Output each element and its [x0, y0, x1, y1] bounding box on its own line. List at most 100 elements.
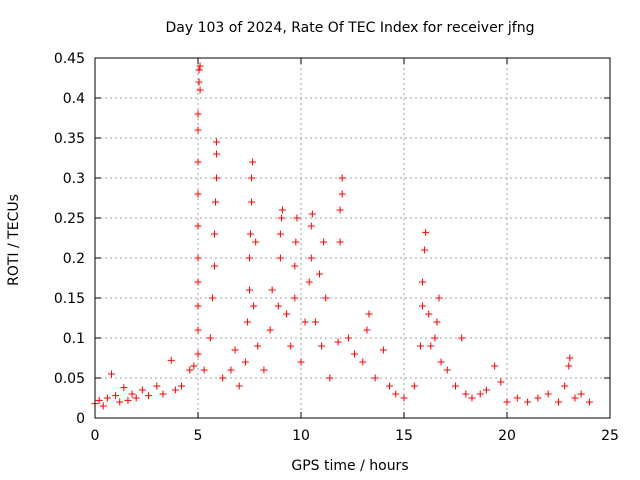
data-point: [566, 354, 574, 362]
x-tick-label: 5: [194, 428, 203, 444]
data-point: [326, 374, 334, 382]
data-point: [266, 326, 274, 334]
data-point: [194, 326, 202, 334]
data-point: [491, 362, 499, 370]
data-point: [195, 78, 203, 86]
data-point: [260, 366, 268, 374]
data-point: [452, 382, 459, 390]
data-point: [555, 398, 562, 406]
data-point: [497, 378, 505, 386]
data-point: [277, 214, 285, 222]
data-point: [311, 318, 319, 326]
plot-frame: [94, 57, 611, 419]
data-point: [120, 384, 128, 392]
data-point: [210, 230, 218, 238]
data-point: [132, 394, 140, 402]
data-point: [422, 228, 430, 236]
data-point: [338, 190, 346, 198]
y-tick-label: 0.3: [63, 171, 85, 187]
data-point: [585, 398, 593, 406]
data-point: [194, 158, 202, 166]
data-point: [99, 402, 107, 410]
data-point: [386, 382, 394, 390]
data-point: [462, 390, 470, 398]
data-point: [359, 358, 367, 366]
x-tick-label: 10: [292, 428, 310, 444]
data-point: [338, 174, 346, 182]
data-point: [363, 326, 371, 334]
data-point: [416, 342, 424, 350]
data-point: [194, 278, 202, 286]
data-point: [276, 254, 284, 262]
y-tick-label: 0.15: [54, 291, 85, 307]
data-point: [458, 334, 466, 342]
data-point: [365, 310, 373, 318]
y-tick-label: 0.2: [63, 251, 85, 267]
data-point: [208, 294, 216, 302]
data-point: [235, 382, 243, 390]
data-point: [351, 350, 359, 358]
y-tick-label: 0.25: [54, 211, 85, 227]
data-point: [427, 342, 435, 350]
data-point: [138, 386, 146, 394]
data-point: [213, 138, 221, 146]
data-point: [410, 382, 418, 390]
data-point: [287, 342, 295, 350]
x-tick-label: 25: [601, 428, 619, 444]
data-point: [571, 394, 579, 402]
data-point: [213, 174, 221, 182]
data-point: [307, 254, 315, 262]
data-point: [565, 362, 573, 370]
data-point: [425, 310, 433, 318]
data-point: [524, 398, 532, 406]
data-point: [167, 356, 175, 364]
data-point: [544, 390, 552, 398]
y-tick-label: 0.05: [54, 371, 85, 387]
data-point: [248, 198, 256, 206]
data-point: [334, 338, 342, 346]
data-point: [431, 334, 439, 342]
data-point: [153, 382, 161, 390]
data-point: [308, 210, 316, 218]
data-point: [210, 262, 218, 270]
data-point: [534, 394, 542, 402]
y-tick-label: 0.1: [63, 331, 85, 347]
data-point: [178, 382, 186, 390]
data-point: [231, 346, 239, 354]
data-point: [200, 366, 208, 374]
data-point: [194, 126, 202, 134]
data-point: [159, 390, 167, 398]
data-point: [95, 396, 103, 404]
data-point: [297, 358, 305, 366]
x-axis-ticks: 0 5 10 15 20 25: [91, 58, 619, 444]
data-point: [371, 374, 379, 382]
data-point: [219, 374, 227, 382]
data-point: [336, 238, 344, 246]
data-point: [243, 318, 251, 326]
data-point: [443, 366, 451, 374]
data-point: [437, 358, 445, 366]
data-point: [248, 174, 256, 182]
data-point: [336, 206, 344, 214]
data-point: [241, 358, 249, 366]
y-axis-label: ROTI / TECUs: [6, 194, 22, 286]
data-point: [171, 386, 179, 394]
data-point: [276, 230, 284, 238]
data-point: [344, 334, 352, 342]
data-point: [112, 392, 120, 400]
data-point: [318, 342, 326, 350]
data-point: [435, 294, 443, 302]
x-axis-label: GPS time / hours: [291, 458, 408, 474]
data-point: [301, 318, 309, 326]
data-point: [419, 302, 427, 310]
data-point: [116, 398, 124, 406]
data-point: [392, 390, 400, 398]
data-point: [400, 394, 408, 402]
data-point: [247, 230, 255, 238]
data-point: [421, 246, 429, 254]
data-point: [196, 62, 204, 70]
y-tick-label: 0: [76, 411, 85, 427]
data-point: [322, 294, 330, 302]
data-point: [268, 286, 276, 294]
